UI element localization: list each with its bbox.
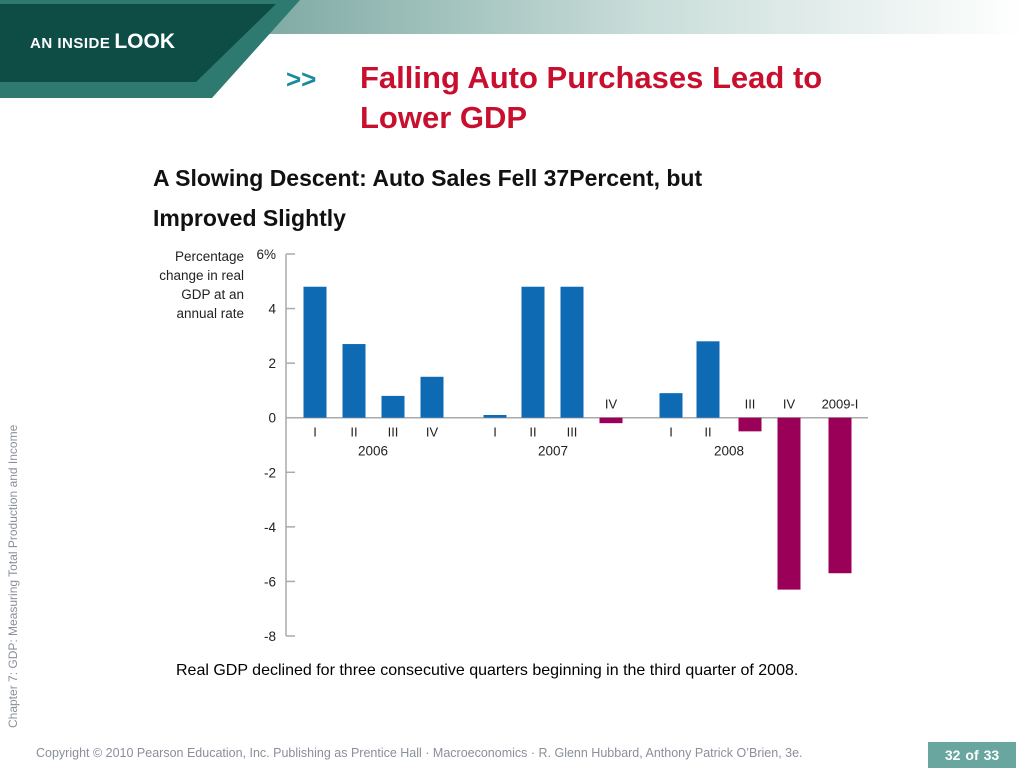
bar-2008-IV <box>777 417 801 590</box>
y-axis-label: Percentage change in real GDP at an annual … <box>159 249 244 321</box>
y-tick-label: 4 <box>268 302 276 317</box>
bar-2007-IV <box>599 417 623 424</box>
category-label: I <box>313 425 317 440</box>
y-tick-label: 2 <box>268 356 276 371</box>
y-tick-label: 6% <box>256 247 276 262</box>
category-label: I <box>493 425 497 440</box>
y-tick-label: 0 <box>268 411 276 426</box>
gdp-bar-chart: Percentage change in real GDP at an annual … <box>159 247 868 644</box>
bar-2007-I <box>483 414 507 418</box>
bar-2006-IV <box>420 376 444 418</box>
badge-small-text: AN INSIDE <box>30 35 111 52</box>
category-label: II <box>350 425 357 440</box>
bar-2009-2009-I <box>828 417 852 574</box>
bar-2006-III <box>381 395 405 418</box>
y-tick-label: -2 <box>264 465 276 480</box>
category-label: III <box>388 425 399 440</box>
page-total: 33 <box>983 747 1000 763</box>
category-label: I <box>669 425 673 440</box>
chapter-side-label: Chapter 7: GDP: Measuring Total Producti… <box>6 424 20 728</box>
year-label: 2006 <box>358 444 388 459</box>
bar-2008-II <box>696 341 720 418</box>
top-banner <box>0 0 1024 100</box>
bar-2006-I <box>303 286 327 418</box>
copyright-footer: Copyright © 2010 Pearson Education, Inc.… <box>36 746 803 760</box>
category-label: 2009-I <box>822 397 859 412</box>
page-current: 32 <box>944 747 961 763</box>
category-label: III <box>567 425 578 440</box>
page-number-box: 32 of 33 <box>928 742 1016 768</box>
category-label: IV <box>426 425 439 440</box>
category-label: IV <box>605 397 618 412</box>
badge-big-text: LOOK <box>114 30 176 53</box>
year-label: 2008 <box>714 444 744 459</box>
slide-title: Falling Auto Purchases Lead to Lower GDP <box>360 60 823 135</box>
bar-2007-III <box>560 286 584 418</box>
page-of: of <box>965 747 979 763</box>
title-arrows: >> <box>286 64 317 94</box>
bar-2007-II <box>521 286 545 418</box>
y-tick-label: -6 <box>264 574 276 589</box>
bar-2008-III <box>738 417 762 432</box>
category-label: IV <box>783 397 796 412</box>
bar-2008-I <box>659 393 683 418</box>
y-tick-label: -8 <box>264 629 276 644</box>
category-label: III <box>745 397 756 412</box>
year-label: 2007 <box>538 444 568 459</box>
y-tick-label: -4 <box>264 520 276 535</box>
chart-title: A Slowing Descent: Auto Sales Fell 37Per… <box>153 165 703 231</box>
section-badge: AN INSIDE LOOK <box>30 30 175 54</box>
chart-caption: Real GDP declined for three consecutive … <box>176 662 799 679</box>
category-label: II <box>529 425 536 440</box>
bar-2006-II <box>342 344 366 418</box>
category-label: II <box>704 425 711 440</box>
